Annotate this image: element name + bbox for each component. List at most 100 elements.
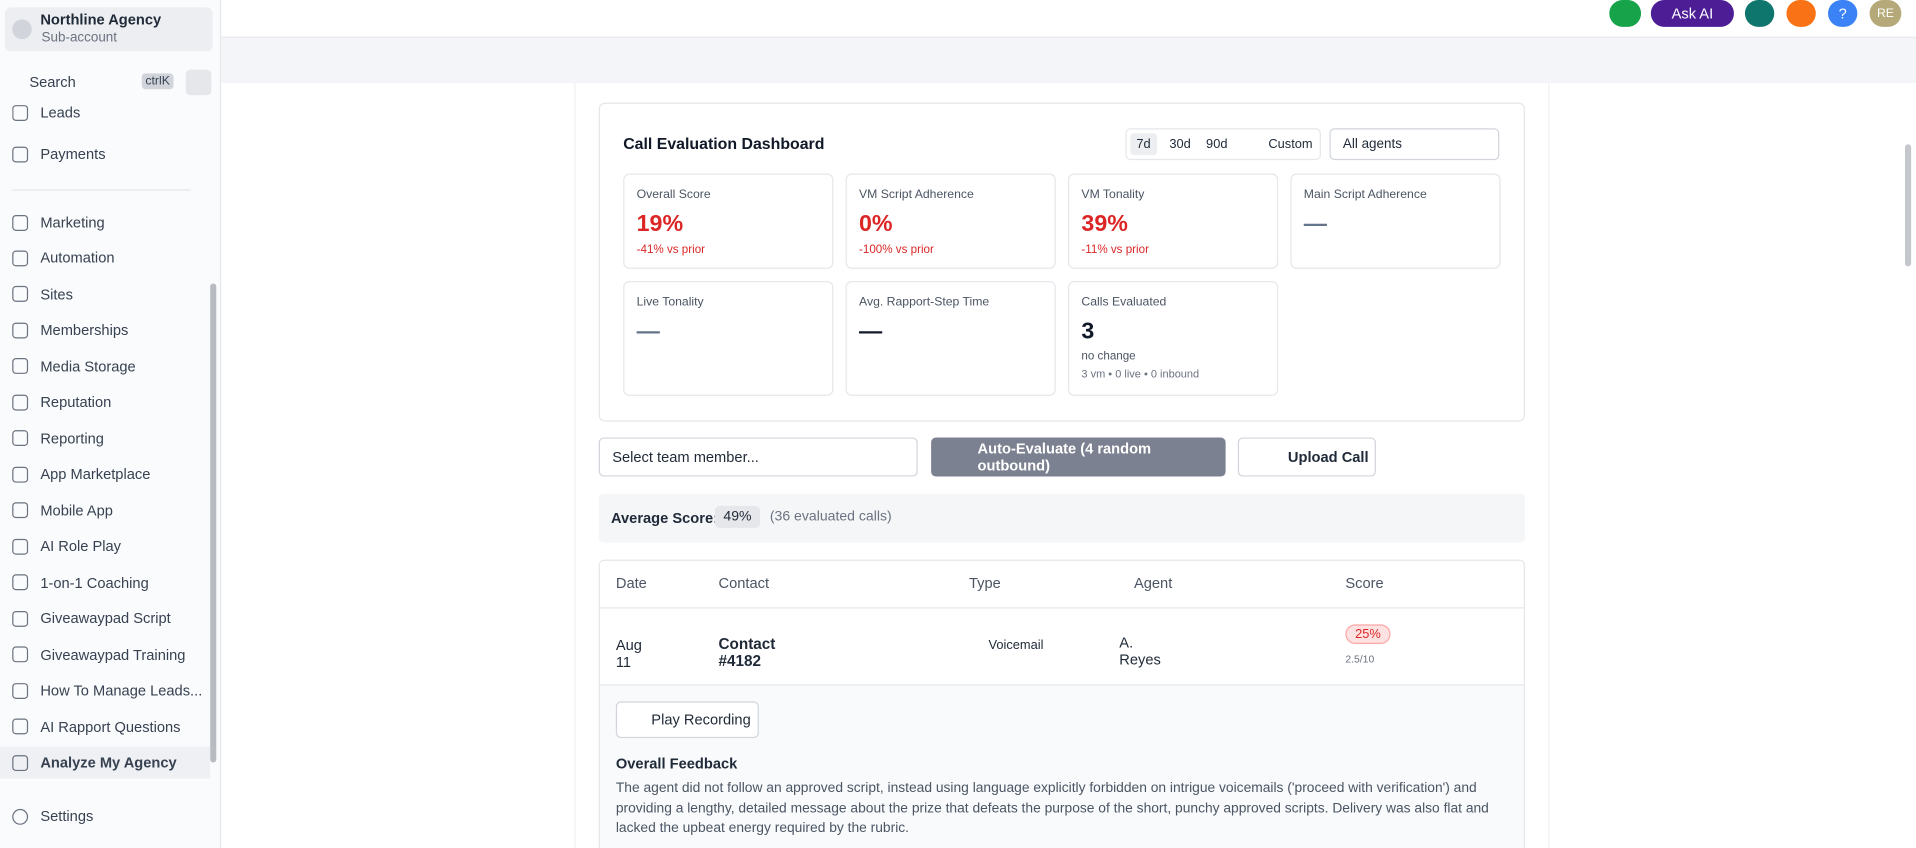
quick-action[interactable] (185, 69, 212, 96)
nav-item[interactable]: Reputation (12, 387, 210, 419)
nav-label: Media Storage (40, 357, 136, 375)
metric-value: 0% (859, 211, 893, 238)
metric-label: Live Tonality (636, 295, 704, 310)
average-value: 49% (714, 505, 761, 528)
ask-ai-button[interactable]: Ask AI (1650, 0, 1734, 27)
nav-icon (12, 394, 29, 411)
nav-item[interactable]: Giveawaypad Training (12, 639, 210, 671)
metric-label: Avg. Rapport-Step Time (859, 295, 990, 310)
team-select-label: Select team member... (612, 448, 759, 466)
row-date: Aug 11 (615, 636, 642, 671)
divider (12, 189, 191, 191)
nav-icon (12, 286, 29, 303)
nav-item[interactable]: AI Rapport Questions (12, 711, 210, 743)
phone-button[interactable] (1609, 0, 1642, 27)
agent-filter[interactable]: All agents (1329, 128, 1500, 161)
account-name: Northline Agency (40, 10, 162, 29)
subheader (221, 37, 1916, 84)
nav-label: Giveawaypad Training (40, 645, 186, 664)
avatar[interactable]: RE (1869, 0, 1902, 27)
row-score: 25% (1345, 624, 1391, 644)
nav-icon (12, 502, 29, 519)
nav-label: Reporting (40, 429, 104, 448)
metric-value: 3 (1081, 318, 1095, 345)
metric-value: 19% (636, 211, 684, 238)
play-button[interactable]: Play Recording (615, 701, 759, 739)
nav-icon (12, 574, 29, 591)
account-switcher[interactable]: Northline Agency Sub-account (4, 7, 213, 52)
average-note: (36 evaluated calls) (769, 509, 892, 525)
nav-icon (12, 322, 29, 339)
row-contact[interactable]: Contact #4182 (718, 635, 776, 670)
column-header: Agent (1133, 574, 1173, 592)
nav-icon (12, 808, 29, 825)
metric-value: — (859, 318, 883, 345)
nav-label: App Marketplace (40, 465, 151, 484)
metric-card: VM Tonality 39% -11% vs prior (1067, 173, 1279, 269)
table (598, 559, 1525, 848)
metric-value: — (1303, 211, 1328, 238)
upload-label: Upload Call (1287, 448, 1369, 466)
upload-button[interactable]: Upload Call (1237, 437, 1376, 477)
range-button[interactable]: 90d (1206, 136, 1228, 152)
nav-item[interactable]: Payments (12, 138, 210, 170)
average-label: Average Score: (610, 509, 719, 527)
nav-item[interactable]: Leads (12, 101, 210, 121)
range-button[interactable]: 30d (1169, 136, 1191, 152)
metric-label: VM Script Adherence (859, 188, 974, 202)
nav-item[interactable]: Reporting (12, 423, 210, 455)
nav-icon (12, 754, 29, 771)
range-button[interactable]: Custom (1268, 136, 1313, 152)
column-header: Score (1345, 574, 1384, 592)
auto-evaluate-button[interactable]: Auto-Evaluate (4 random outbound) (931, 437, 1226, 477)
nav-item[interactable]: AI Role Play (12, 531, 210, 563)
metric-change: -41% vs prior (636, 243, 706, 257)
search[interactable]: Search ctrlK (5, 70, 177, 94)
nav-icon (12, 466, 29, 483)
metric-card: Calls Evaluated 3 no change 3 vm • 0 live •… (1067, 281, 1279, 396)
nav-item[interactable]: Giveawaypad Script (12, 603, 210, 635)
row-agent: A. Reyes (1119, 634, 1161, 669)
account-icon (12, 19, 32, 40)
nav-label: AI Rapport Questions (40, 717, 181, 736)
team-select[interactable]: Select team member... (598, 437, 918, 477)
nav-icon (12, 358, 29, 375)
search-label: Search (29, 73, 76, 91)
nav-item[interactable]: Sites (12, 279, 210, 311)
nav-item[interactable]: Mobile App (12, 495, 210, 527)
nav-icon (12, 146, 29, 162)
notifications-button[interactable] (1786, 0, 1816, 27)
range-group: 7d 30d 90d Custom (1125, 128, 1321, 161)
nav-label: How To Manage Leads... (40, 681, 203, 700)
nav-label: Automation (40, 249, 115, 267)
metric-change: -11% vs prior (1081, 243, 1149, 257)
metric-change: no change (1081, 349, 1136, 363)
nav-item[interactable]: Automation (12, 243, 210, 275)
nav-icon (12, 214, 29, 231)
help-button[interactable]: ? (1828, 0, 1858, 27)
range-button[interactable]: 7d (1130, 133, 1157, 156)
metric-label: Calls Evaluated (1081, 295, 1167, 310)
dashboard-title: Call Evaluation Dashboard (623, 134, 825, 153)
nav-item[interactable]: Marketing (12, 207, 210, 239)
nav-item[interactable]: Media Storage (12, 351, 210, 383)
nav-icon (12, 430, 29, 447)
column-header: Contact (718, 574, 770, 592)
scrollbar (1905, 144, 1912, 267)
row-raw-score: 2.5/10 (1345, 652, 1375, 665)
announce-button[interactable] (1744, 0, 1775, 27)
column-header: Type (968, 574, 1001, 592)
column-header: Date (615, 574, 647, 592)
nav-item[interactable]: Settings (12, 800, 210, 832)
nav-icon (12, 682, 29, 699)
nav-item[interactable]: 1-on-1 Coaching (12, 567, 210, 599)
nav-label: Mobile App (40, 501, 113, 520)
nav-item[interactable]: Memberships (12, 315, 210, 347)
metric-label: Overall Score (636, 188, 711, 202)
nav-item[interactable]: App Marketplace (12, 459, 210, 491)
nav-label: 1-on-1 Coaching (40, 573, 149, 592)
nav-item[interactable]: Analyze My Agency (0, 746, 211, 779)
metric-change: -100% vs prior (859, 243, 934, 257)
nav-item[interactable]: How To Manage Leads... (12, 675, 210, 707)
